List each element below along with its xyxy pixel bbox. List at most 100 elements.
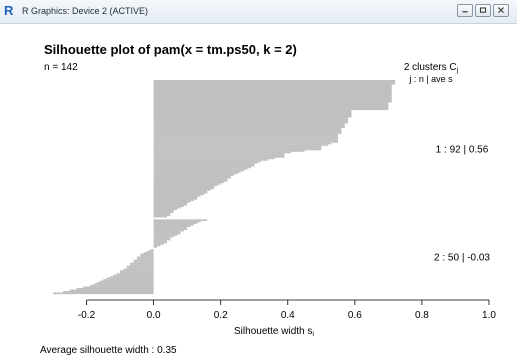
silhouette-bar-c1-9 <box>153 91 392 94</box>
maximize-button[interactable] <box>475 4 491 17</box>
x-tick-label-2: 0.0 <box>147 310 161 321</box>
window-controls <box>457 4 509 17</box>
silhouette-bar-c1-53 <box>153 157 275 160</box>
silhouette-bar-c1-42 <box>153 141 339 143</box>
silhouette-bar-c2-35 <box>120 270 154 272</box>
silhouette-bar-c1-78 <box>153 194 201 197</box>
silhouette-bar-c1-43 <box>153 142 332 145</box>
silhouette-bar-c2-15 <box>153 240 168 242</box>
silhouette-bar-c2-5 <box>153 225 191 227</box>
maximize-icon <box>479 7 487 13</box>
silhouette-bar-c1-69 <box>153 181 225 184</box>
average-silhouette-width: Average silhouette width : 0.35 <box>40 345 177 356</box>
silhouette-bar-c1-85 <box>153 205 184 208</box>
silhouette-plot: Silhouette plot of pam(x = tm.ps50, k = … <box>40 42 496 356</box>
minimize-button[interactable] <box>457 4 473 17</box>
x-tick-label-5: 0.6 <box>348 310 362 321</box>
silhouette-bar-c1-7 <box>153 88 392 91</box>
silhouette-bar-c2-38 <box>113 274 154 277</box>
close-icon <box>498 7 504 14</box>
silhouette-bar-c1-76 <box>153 191 208 194</box>
silhouette-bar-c2-32 <box>126 265 154 268</box>
silhouette-bar-c2-18 <box>153 244 161 247</box>
plot-canvas: Silhouette plot of pam(x = tm.ps50, k = … <box>0 24 517 357</box>
silhouette-bar-c2-44 <box>93 283 154 286</box>
silhouette-bar-c1-66 <box>153 177 231 179</box>
silhouette-bar-c1-27 <box>153 118 349 121</box>
silhouette-bar-c1-59 <box>153 166 251 169</box>
silhouette-bar-c2-24 <box>140 253 154 256</box>
silhouette-bar-c1-62 <box>153 171 241 173</box>
x-tick-label-1: -0.2 <box>78 310 96 321</box>
silhouette-bar-c2-42 <box>99 280 154 283</box>
silhouette-bar-c1-25 <box>153 115 352 118</box>
silhouette-bar-c2-50 <box>53 292 154 295</box>
silhouette-bar-c1-45 <box>153 145 322 148</box>
silhouette-bar-c1-89 <box>153 211 174 214</box>
window-title: R Graphics: Device 2 (ACTIVE) <box>22 6 149 16</box>
silhouette-bar-c1-57 <box>153 163 255 166</box>
silhouette-bar-c2-21 <box>150 249 154 251</box>
silhouette-bar-c2-17 <box>153 243 164 245</box>
silhouette-bar-c2-39 <box>110 276 154 278</box>
silhouette-bar-c2-45 <box>89 285 154 287</box>
silhouette-bar-c1-74 <box>153 188 211 191</box>
window-titlebar: R R Graphics: Device 2 (ACTIVE) <box>0 0 517 24</box>
silhouette-bar-c1-37 <box>153 133 339 136</box>
silhouette-bar-c1-91 <box>153 214 171 217</box>
silhouette-bar-c1-68 <box>153 180 228 182</box>
silhouette-bar-c1-71 <box>153 184 218 187</box>
silhouette-bar-c2-8 <box>153 229 184 232</box>
silhouette-bar-c1-51 <box>153 154 285 157</box>
silhouette-bar-c2-48 <box>69 289 154 292</box>
silhouette-bar-c2-49 <box>63 291 154 293</box>
silhouette-bar-c1-49 <box>153 151 292 154</box>
silhouette-bar-c1-2 <box>153 81 396 84</box>
silhouette-bar-c1-87 <box>153 208 178 211</box>
silhouette-bar-c2-22 <box>146 250 154 253</box>
silhouette-bar-c1-41 <box>153 139 339 142</box>
silhouette-bar-c2-3 <box>153 222 198 224</box>
silhouette-bar-c2-1 <box>153 219 208 221</box>
silhouette-bar-c1-19 <box>153 106 389 109</box>
silhouette-bar-c2-23 <box>143 252 154 254</box>
silhouette-bar-c1-23 <box>153 112 352 115</box>
cluster-label-2: 2 : 50 | -0.03 <box>434 253 490 264</box>
silhouette-bar-c2-16 <box>153 241 168 244</box>
silhouette-bar-c1-82 <box>153 200 191 203</box>
x-tick-label-6: 0.8 <box>415 310 429 321</box>
silhouette-bar-c1-12 <box>153 96 392 99</box>
close-button[interactable] <box>493 4 509 17</box>
silhouette-bar-c2-47 <box>76 288 154 290</box>
x-tick-label-4: 0.4 <box>281 310 295 321</box>
silhouette-bar-c2-2 <box>153 220 201 223</box>
silhouette-bar-c1-38 <box>153 135 339 137</box>
silhouette-bar-c2-7 <box>153 228 188 230</box>
plot-title: Silhouette plot of pam(x = tm.ps50, k = … <box>44 42 297 57</box>
silhouette-bar-c2-11 <box>153 234 178 236</box>
minimize-icon <box>462 11 468 13</box>
silhouette-bar-c2-36 <box>120 271 154 274</box>
silhouette-bar-c1-86 <box>153 206 181 209</box>
silhouette-bar-c1-15 <box>153 100 392 103</box>
silhouette-bar-c1-58 <box>153 165 255 167</box>
silhouette-bar-c2-41 <box>103 279 154 281</box>
silhouette-bar-c2-43 <box>96 282 154 284</box>
silhouette-bar-c1-3 <box>153 82 396 85</box>
silhouette-bar-c1-64 <box>153 174 235 176</box>
silhouette-bar-c1-28 <box>153 120 349 122</box>
silhouette-bar-c1-17 <box>153 103 389 106</box>
x-tick-label-3: 0.2 <box>214 310 228 321</box>
r-logo-icon: R <box>4 3 14 18</box>
silhouette-bar-c2-25 <box>140 255 154 257</box>
silhouette-bar-c2-33 <box>126 267 154 269</box>
silhouette-bar-c1-11 <box>153 94 392 97</box>
silhouette-bar-c1-14 <box>153 99 392 102</box>
silhouette-bar-c1-22 <box>153 111 352 113</box>
silhouette-bar-c1-21 <box>153 109 352 112</box>
silhouette-bar-c2-31 <box>130 264 154 266</box>
silhouette-bar-c1-39 <box>153 136 339 139</box>
x-tick-label-7: 1.0 <box>482 310 496 321</box>
silhouette-bar-c1-44 <box>153 144 329 146</box>
silhouette-bar-c1-4 <box>153 84 392 87</box>
